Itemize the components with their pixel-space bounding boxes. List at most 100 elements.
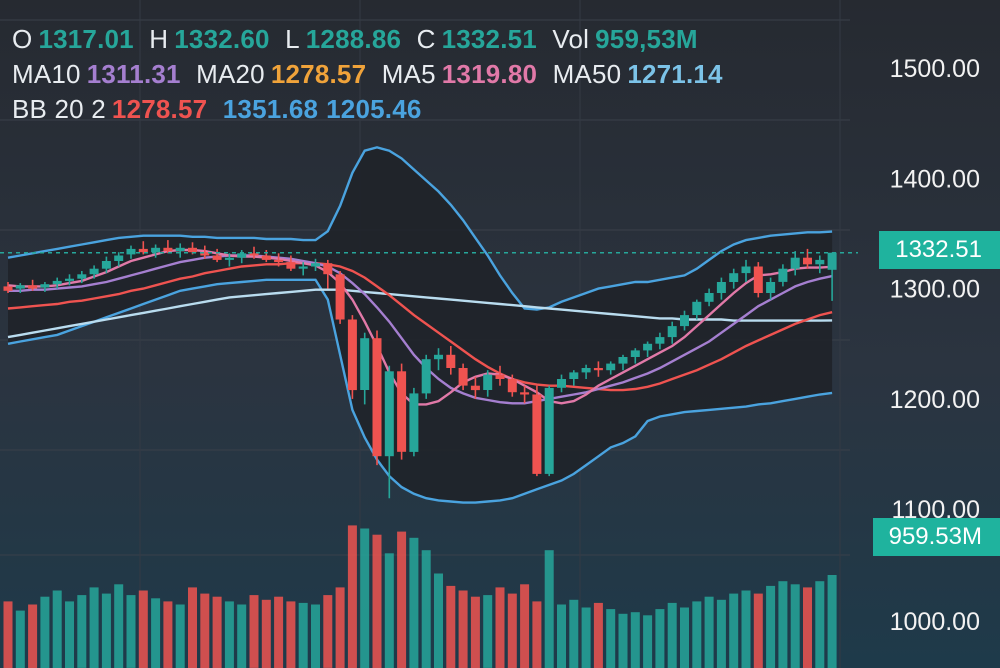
- volume-bar: [40, 596, 50, 668]
- candle-body: [200, 252, 210, 256]
- candle-body: [3, 286, 13, 291]
- volume-bar: [286, 601, 296, 668]
- volume-bar: [409, 537, 419, 668]
- ma10-line: [8, 254, 833, 405]
- volume-bar: [643, 615, 653, 668]
- volume-bar: [274, 596, 284, 668]
- price-tick-label: 1400.00: [890, 165, 980, 193]
- candle-body: [692, 301, 702, 315]
- candle-body: [593, 368, 603, 371]
- volume-bar: [77, 595, 87, 668]
- volume-bar: [138, 590, 148, 668]
- candle-body: [643, 343, 653, 351]
- volume-bar: [89, 587, 99, 668]
- volume-bar: [237, 604, 247, 668]
- volume-bar: [618, 613, 628, 668]
- candle-body: [803, 257, 812, 265]
- volume-label: Vol: [552, 24, 590, 54]
- candle-body: [421, 359, 431, 394]
- high-value: 1332.60: [174, 24, 270, 54]
- volume-bar: [65, 601, 74, 668]
- candle-body: [409, 393, 419, 452]
- volume-bar: [3, 601, 13, 668]
- candle-body: [618, 357, 628, 364]
- candle-body: [581, 368, 591, 373]
- volume-bar: [557, 604, 566, 668]
- ma20-value: 1278.57: [270, 59, 367, 89]
- volume-bar: [28, 604, 38, 668]
- volume-bar: [249, 595, 259, 668]
- bb-lower-value: 1205.46: [326, 94, 422, 124]
- volume-bar: [126, 595, 136, 668]
- volume-bar: [507, 593, 517, 668]
- candle-body: [89, 268, 99, 275]
- volume-bar: [15, 610, 25, 668]
- low-label: L: [285, 24, 300, 54]
- volume-bar: [593, 602, 603, 668]
- volume-bar: [827, 575, 837, 668]
- candle-body: [544, 387, 554, 474]
- volume-bar: [729, 593, 739, 668]
- volume-bar: [188, 587, 197, 668]
- volume-bar: [630, 612, 640, 668]
- candle-body: [753, 266, 763, 293]
- volume-bar: [716, 599, 726, 668]
- close-label: C: [416, 24, 436, 54]
- candle-body: [126, 248, 136, 255]
- last-price-tag: 1332.51: [879, 231, 1000, 269]
- open-value: 1317.01: [38, 24, 134, 54]
- volume-bar: [261, 599, 271, 668]
- volume-bar: [470, 596, 480, 668]
- volume-bar: [778, 581, 788, 668]
- volume-bar: [175, 604, 185, 668]
- volume-value: 959,53M: [595, 24, 698, 54]
- volume-bar: [741, 590, 751, 668]
- volume-bar: [581, 607, 591, 668]
- bb-legend: BB 20 2 1278.57 1351.68 1205.46: [12, 94, 430, 124]
- volume-bar: [151, 598, 161, 668]
- volume-bar: [421, 550, 431, 668]
- price-tick-label: 1300.00: [890, 276, 980, 304]
- ma50-value: 1271.14: [627, 59, 723, 89]
- candle-body: [495, 374, 505, 379]
- candle-body: [630, 350, 640, 357]
- volume-bar: [434, 573, 443, 668]
- candle-body: [778, 268, 788, 282]
- volume-tick-label: 1000.00: [890, 608, 980, 636]
- candle-body: [15, 285, 25, 289]
- volume-bar: [212, 596, 222, 668]
- volume-bar: [544, 550, 554, 668]
- volume-bar: [298, 602, 308, 668]
- ma5-label: MA5: [381, 59, 436, 89]
- volume-bar: [360, 528, 370, 668]
- volume-bar: [569, 599, 579, 668]
- ma10-label: MA10: [12, 59, 81, 89]
- bollinger-band-fill: [8, 147, 833, 503]
- volume-bars: [3, 525, 837, 668]
- candle-body: [249, 253, 259, 256]
- volume-bar: [532, 601, 542, 668]
- candle-body: [101, 261, 111, 269]
- candle-body: [335, 274, 345, 320]
- volume-bar: [335, 587, 345, 668]
- candle-body: [446, 354, 456, 368]
- ma5-line: [7, 248, 833, 406]
- candle-body: [163, 247, 173, 252]
- ma20-label: MA20: [196, 59, 265, 89]
- volume-bar: [606, 609, 616, 668]
- bb-lower-line: [7, 278, 833, 504]
- volume-bar: [520, 584, 530, 668]
- candle-body: [704, 293, 714, 302]
- candle-body: [40, 284, 50, 288]
- volume-bar: [384, 553, 394, 668]
- ma10-value: 1311.31: [86, 59, 181, 89]
- candle-body: [224, 257, 234, 260]
- volume-bar: [704, 596, 714, 668]
- candle-body: [384, 371, 394, 457]
- candle-body: [680, 315, 689, 327]
- volume-bar: [483, 595, 493, 668]
- candle-body: [261, 255, 271, 260]
- candle-body: [470, 385, 480, 391]
- low-value: 1288.86: [305, 24, 402, 54]
